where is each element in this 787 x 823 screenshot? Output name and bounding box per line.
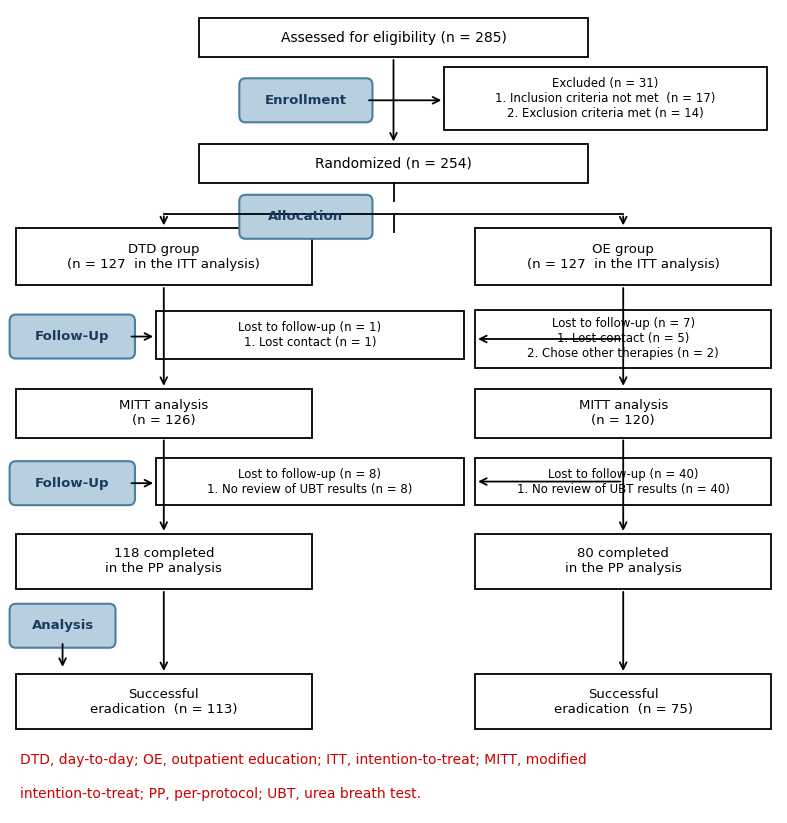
FancyBboxPatch shape — [475, 533, 771, 589]
Text: DTD group
(n = 127  in the ITT analysis): DTD group (n = 127 in the ITT analysis) — [68, 243, 260, 271]
Text: Follow-Up: Follow-Up — [35, 330, 109, 343]
FancyBboxPatch shape — [239, 195, 372, 239]
FancyBboxPatch shape — [16, 533, 312, 589]
FancyBboxPatch shape — [156, 458, 464, 505]
FancyBboxPatch shape — [156, 311, 464, 359]
FancyBboxPatch shape — [16, 674, 312, 729]
FancyBboxPatch shape — [475, 458, 771, 505]
Text: Successful
eradication  (n = 75): Successful eradication (n = 75) — [554, 687, 693, 715]
FancyBboxPatch shape — [475, 309, 771, 369]
Text: 118 completed
in the PP analysis: 118 completed in the PP analysis — [105, 547, 222, 575]
FancyBboxPatch shape — [16, 228, 312, 286]
Text: Follow-Up: Follow-Up — [35, 477, 109, 490]
FancyBboxPatch shape — [475, 674, 771, 729]
Text: MITT analysis
(n = 120): MITT analysis (n = 120) — [578, 399, 668, 427]
Text: DTD, day-to-day; OE, outpatient education; ITT, intention-to-treat; MITT, modifi: DTD, day-to-day; OE, outpatient educatio… — [20, 753, 586, 767]
Text: Allocation: Allocation — [268, 211, 343, 223]
Text: Lost to follow-up (n = 8)
1. No review of UBT results (n = 8): Lost to follow-up (n = 8) 1. No review o… — [207, 467, 412, 495]
FancyBboxPatch shape — [199, 144, 588, 184]
FancyBboxPatch shape — [444, 67, 767, 130]
FancyBboxPatch shape — [9, 604, 116, 648]
Text: Lost to follow-up (n = 7)
1. Lost contact (n = 5)
2. Chose other therapies (n = : Lost to follow-up (n = 7) 1. Lost contac… — [527, 318, 719, 360]
Text: 80 completed
in the PP analysis: 80 completed in the PP analysis — [565, 547, 682, 575]
FancyBboxPatch shape — [16, 388, 312, 438]
Text: Enrollment: Enrollment — [265, 94, 347, 107]
Text: Lost to follow-up (n = 1)
1. Lost contact (n = 1): Lost to follow-up (n = 1) 1. Lost contac… — [238, 321, 382, 349]
FancyBboxPatch shape — [9, 461, 135, 505]
FancyBboxPatch shape — [475, 388, 771, 438]
Text: Lost to follow-up (n = 40)
1. No review of UBT results (n = 40): Lost to follow-up (n = 40) 1. No review … — [517, 467, 730, 495]
Text: OE group
(n = 127  in the ITT analysis): OE group (n = 127 in the ITT analysis) — [527, 243, 719, 271]
FancyBboxPatch shape — [475, 228, 771, 286]
Text: Assessed for eligibility (n = 285): Assessed for eligibility (n = 285) — [280, 30, 507, 44]
Text: Successful
eradication  (n = 113): Successful eradication (n = 113) — [90, 687, 238, 715]
Text: MITT analysis
(n = 126): MITT analysis (n = 126) — [119, 399, 209, 427]
Text: Excluded (n = 31)
1. Inclusion criteria not met  (n = 17)
2. Exclusion criteria : Excluded (n = 31) 1. Inclusion criteria … — [496, 77, 716, 120]
Text: Randomized (n = 254): Randomized (n = 254) — [315, 157, 472, 171]
FancyBboxPatch shape — [199, 18, 588, 57]
Text: intention-to-treat; PP, per-protocol; UBT, urea breath test.: intention-to-treat; PP, per-protocol; UB… — [20, 788, 421, 802]
Text: Analysis: Analysis — [31, 619, 94, 632]
FancyBboxPatch shape — [239, 78, 372, 123]
FancyBboxPatch shape — [9, 314, 135, 359]
